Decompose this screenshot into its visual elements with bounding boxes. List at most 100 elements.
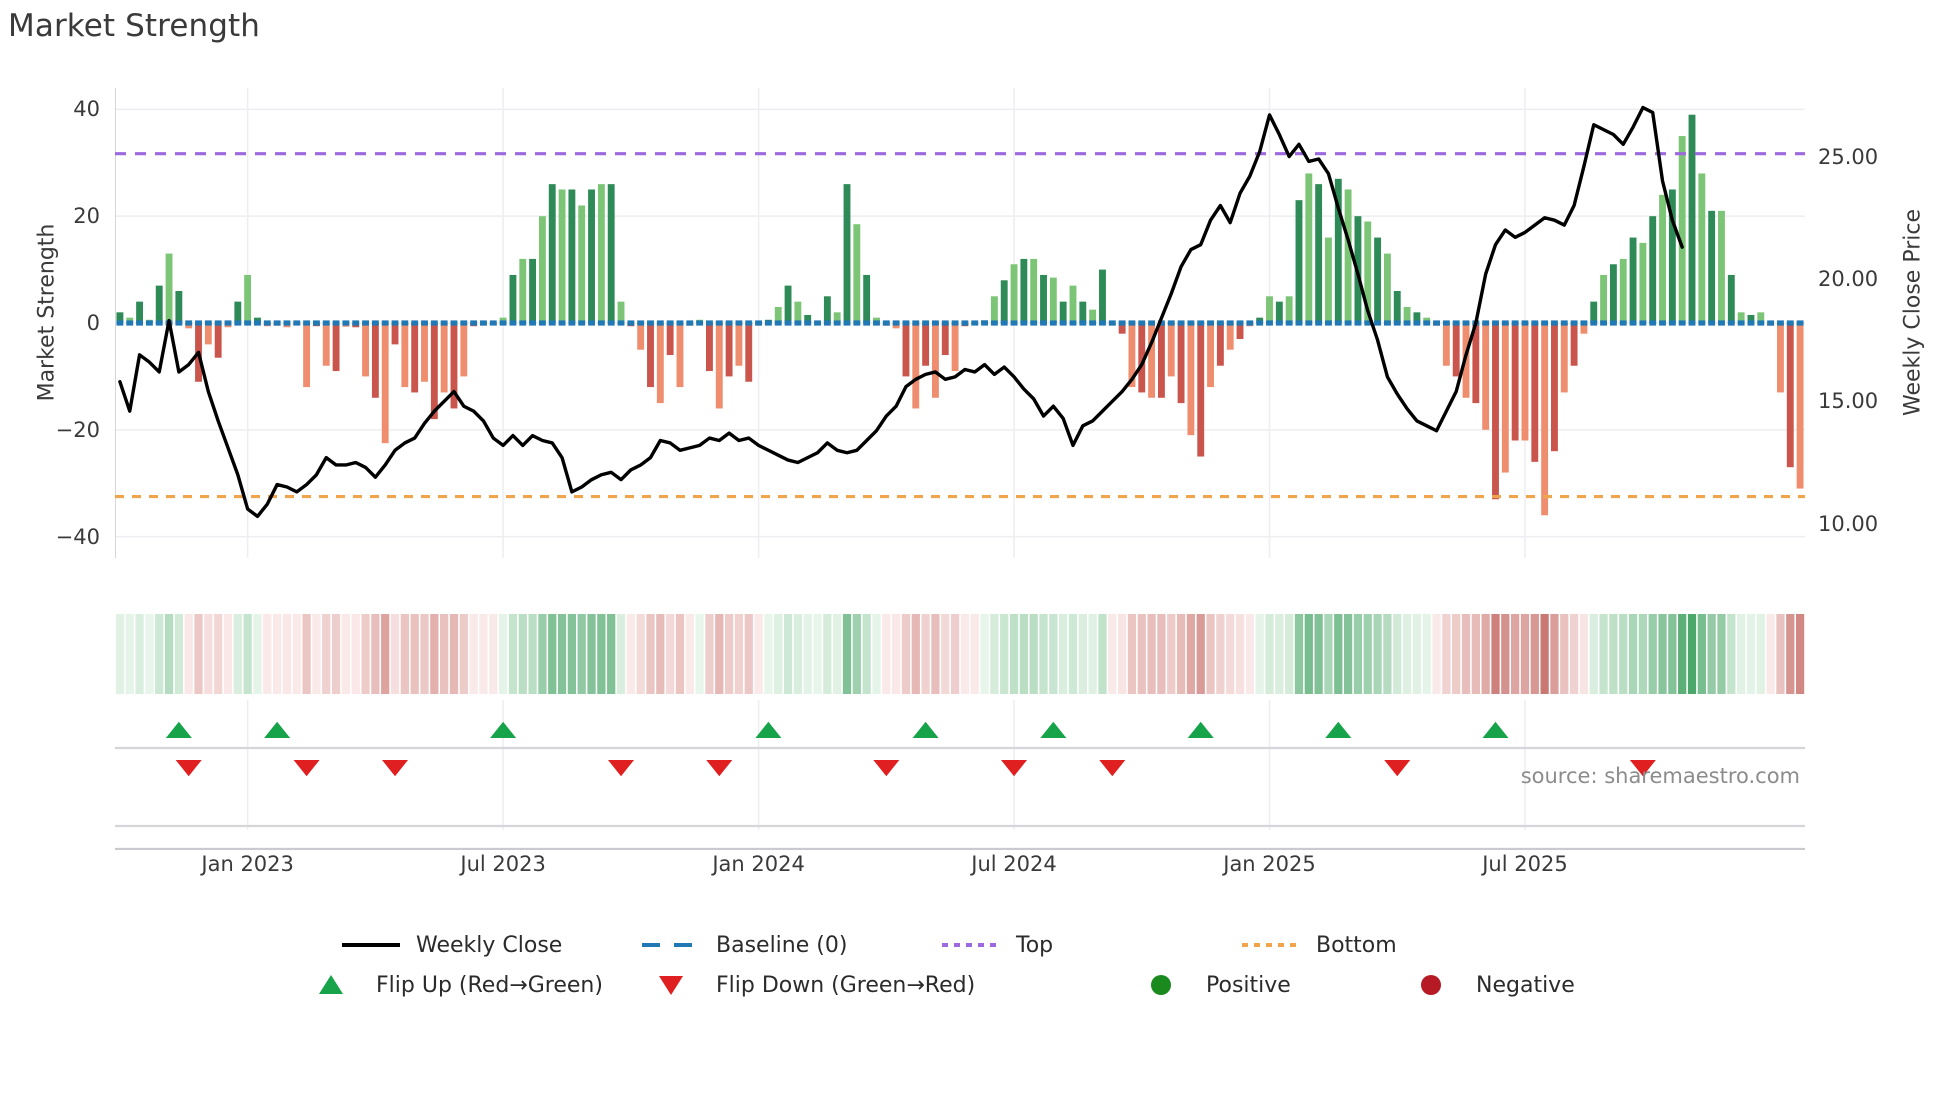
strip-cell <box>705 614 714 694</box>
bar-positive <box>1275 301 1283 323</box>
baseline-segment <box>1462 320 1470 326</box>
strip-cell <box>1147 614 1156 694</box>
bar-positive <box>843 184 851 323</box>
triangle-down-icon <box>659 976 683 995</box>
baseline-segment <box>1531 320 1539 326</box>
legend-weekly-close[interactable]: Weekly Close <box>340 925 562 965</box>
baseline-segment <box>283 320 291 326</box>
strip-cell <box>646 614 655 694</box>
strip-cell <box>341 614 351 694</box>
strip-cell <box>371 614 380 694</box>
strip-cell <box>597 614 606 694</box>
strip-cell <box>1432 614 1441 694</box>
baseline-segment <box>607 320 615 326</box>
baseline-segment <box>647 320 654 326</box>
legend-top[interactable]: Top <box>940 925 1053 965</box>
strip-cell <box>1049 614 1058 694</box>
bar-positive <box>578 205 586 323</box>
baseline-segment <box>519 320 527 326</box>
bar-positive <box>1668 189 1676 323</box>
bar-negative <box>951 323 959 372</box>
baseline-segment <box>1393 320 1401 326</box>
legend-marker-circle <box>1421 975 1441 995</box>
baseline-segment <box>686 320 694 326</box>
bar-negative <box>1511 323 1519 441</box>
bar-negative <box>332 323 340 372</box>
y-tick-label-right: 10.00 <box>1818 511 1879 536</box>
baseline-segment <box>1551 320 1558 326</box>
baseline-segment <box>1275 320 1283 326</box>
strip-cell <box>1569 614 1579 694</box>
baseline-segment <box>922 320 930 326</box>
baseline-segment <box>1767 320 1775 326</box>
strip-cell <box>479 614 488 694</box>
baseline-segment <box>263 320 271 326</box>
baseline-segment <box>1511 320 1519 326</box>
baseline-segment <box>745 320 753 326</box>
bar-positive <box>588 189 595 323</box>
baseline-segment <box>1629 320 1637 326</box>
baseline-segment <box>312 320 320 326</box>
bar-negative <box>912 323 920 409</box>
baseline-segment <box>460 320 468 326</box>
baseline-segment <box>1226 320 1234 326</box>
strip-cell <box>312 614 321 694</box>
baseline-segment <box>1747 320 1755 326</box>
strip-cell <box>1520 614 1530 694</box>
bar-positive <box>1069 285 1077 323</box>
baseline-segment <box>381 320 389 326</box>
strip-cell <box>1294 614 1304 694</box>
bar-positive <box>1079 301 1087 323</box>
baseline-segment <box>548 320 556 326</box>
baseline-segment <box>833 320 841 326</box>
baseline-segment <box>1521 320 1529 326</box>
strip-cell <box>145 614 154 694</box>
strip-cell <box>1452 614 1461 694</box>
strip-cell <box>263 614 272 694</box>
baseline-segment <box>755 320 763 326</box>
legend-negative[interactable]: Negative <box>1400 965 1575 1005</box>
bar-negative <box>1570 323 1578 366</box>
baseline-segment <box>185 320 193 326</box>
strip-cell <box>587 614 596 694</box>
strip-cell <box>125 614 134 694</box>
y-tick-label-left: 40 <box>73 97 100 122</box>
strip-cell <box>833 614 842 694</box>
strip-cell <box>155 614 164 694</box>
baseline-segment <box>342 320 350 326</box>
bar-negative <box>391 323 399 345</box>
baseline-segment <box>814 320 821 326</box>
baseline-segment <box>1688 320 1696 326</box>
baseline-segment <box>1118 320 1126 326</box>
bar-negative <box>676 323 684 388</box>
legend-marker-dashed-line <box>642 943 700 947</box>
bar-negative <box>381 323 389 444</box>
baseline-segment <box>214 320 222 326</box>
strip-cell <box>1560 614 1569 694</box>
legend-baseline[interactable]: Baseline (0) <box>640 925 847 965</box>
strip-cell <box>1127 614 1137 694</box>
strip-cell <box>1108 614 1117 694</box>
strip-cell <box>715 614 724 694</box>
legend-baseline-swatch <box>640 932 702 958</box>
legend-bottom-label: Bottom <box>1316 932 1397 958</box>
bar-positive <box>1374 237 1382 323</box>
baseline-segment <box>902 320 910 326</box>
strip-cell <box>921 614 930 694</box>
bar-positive <box>823 296 831 323</box>
bar-positive <box>1413 312 1421 323</box>
bar-positive <box>1698 173 1706 323</box>
y-tick-label-right: 20.00 <box>1818 266 1879 291</box>
bar-positive <box>116 312 124 323</box>
strip-cell <box>440 614 449 694</box>
legend-flip-up[interactable]: Flip Up (Red→Green) <box>300 965 603 1005</box>
strip-cell <box>1000 614 1009 694</box>
legend-bottom[interactable]: Bottom <box>1240 925 1397 965</box>
strip-cell <box>1737 614 1746 694</box>
baseline-segment <box>1089 320 1097 326</box>
legend-flip-down[interactable]: Flip Down (Green→Red) <box>640 965 975 1005</box>
legend-positive[interactable]: Positive <box>1130 965 1291 1005</box>
strip-cell <box>528 614 537 694</box>
bar-positive <box>863 274 871 323</box>
baseline-segment <box>401 320 409 326</box>
